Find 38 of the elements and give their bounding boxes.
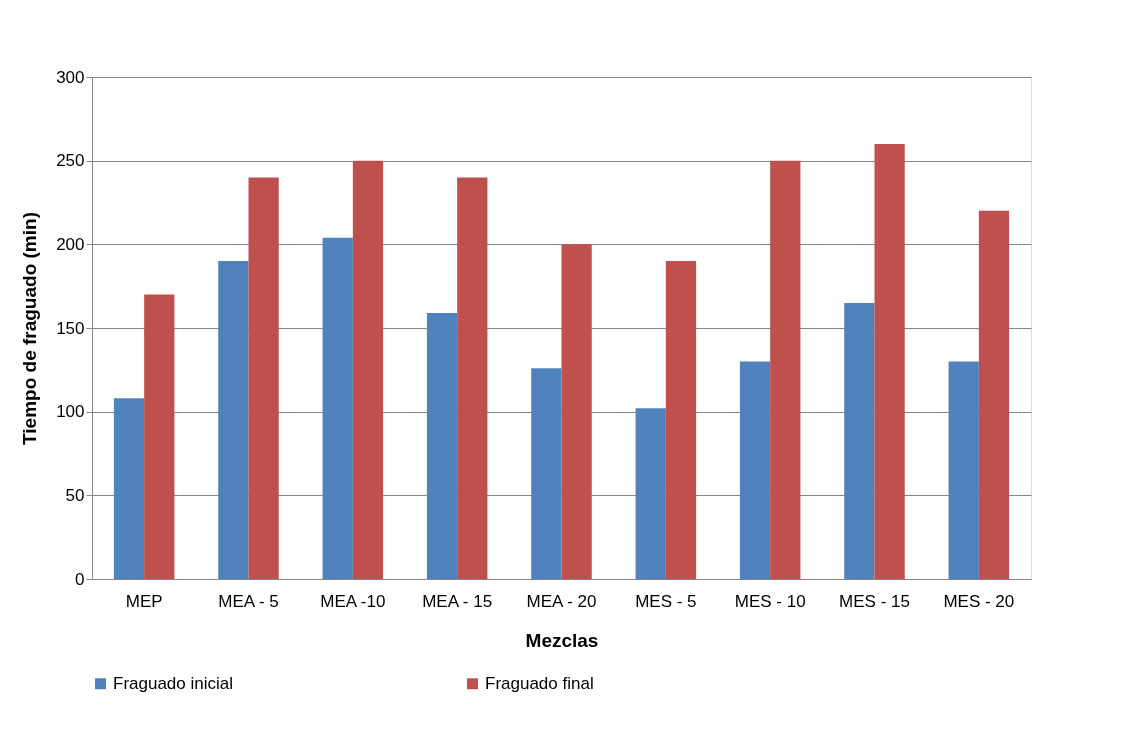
bar — [352, 160, 384, 579]
bar — [874, 143, 905, 579]
x-tick-label: MEA -10 — [320, 591, 386, 611]
bar — [635, 408, 666, 579]
bar — [978, 210, 1010, 579]
x-tick-label: MES - 5 — [635, 591, 697, 611]
bar — [322, 237, 353, 579]
legend-label: Fraguado inicial — [113, 673, 234, 693]
bar — [739, 361, 771, 579]
x-tick-label: MES - 15 — [839, 591, 910, 611]
y-tick-label: 100 — [56, 402, 85, 422]
bar — [248, 177, 279, 579]
x-tick-label: MES - 10 — [734, 591, 806, 611]
x-axis-title: Mezclas — [525, 629, 599, 651]
x-tick-label: MES - 20 — [943, 591, 1015, 611]
bar — [531, 368, 562, 579]
bar — [113, 398, 145, 579]
bar — [770, 160, 801, 579]
x-tick-label: MEA - 5 — [218, 591, 279, 611]
y-tick-label: 300 — [56, 67, 85, 87]
y-tick-label: 50 — [65, 485, 85, 505]
x-tick-label: MEA - 15 — [422, 591, 493, 611]
bar — [218, 261, 249, 579]
y-tick-label: 150 — [56, 318, 85, 338]
legend-label: Fraguado final — [485, 673, 594, 693]
y-tick-label: 250 — [56, 151, 85, 171]
bar — [844, 302, 875, 579]
bar — [426, 312, 458, 579]
x-tick-label: MEA - 20 — [526, 591, 597, 611]
y-axis-title: Tiempo de fraguado (min) — [19, 212, 41, 445]
bar — [457, 177, 488, 579]
x-tick-label: MEP — [125, 591, 163, 611]
bar — [665, 261, 697, 579]
y-tick-label: 0 — [75, 569, 85, 589]
bar — [144, 294, 175, 579]
bar — [561, 244, 592, 579]
y-tick-label: 200 — [56, 234, 85, 254]
bar — [948, 361, 979, 579]
